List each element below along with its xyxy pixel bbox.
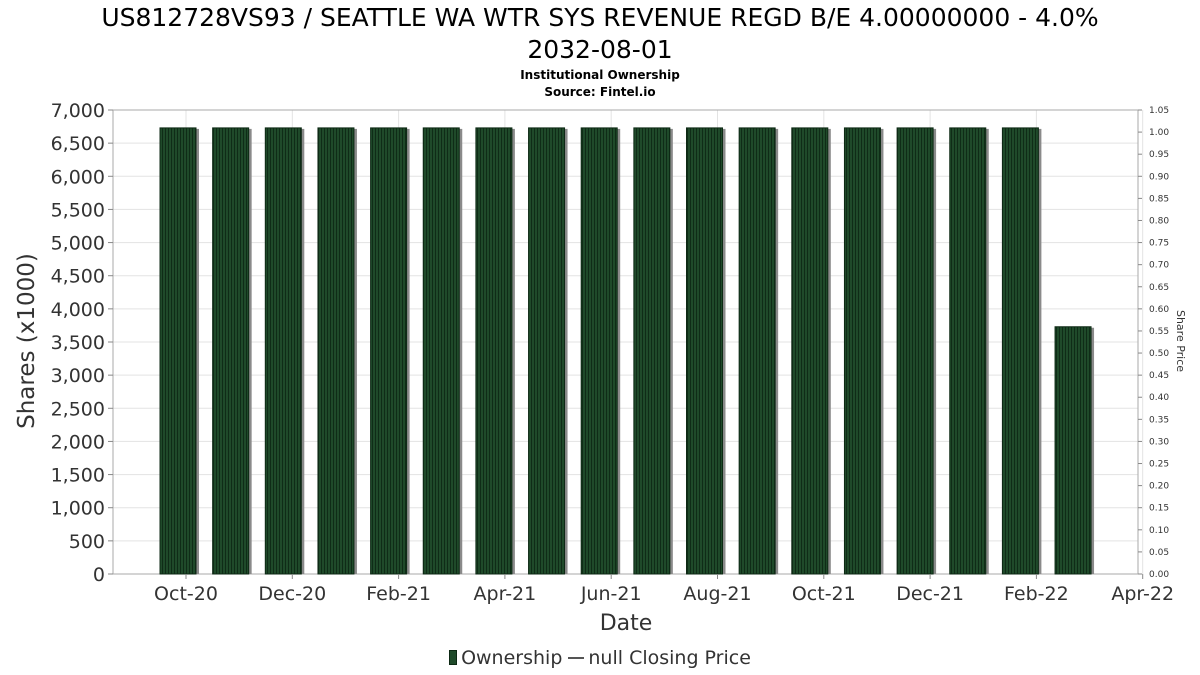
legend-price-label: null Closing Price: [588, 647, 751, 669]
y2-tick-label: 0.50: [1149, 349, 1169, 359]
y-tick-label: 4,000: [51, 299, 105, 321]
chart-source: Source: Fintel.io: [544, 85, 656, 99]
x-axis-label: Date: [600, 611, 653, 636]
ownership-bar: [686, 127, 723, 575]
y2-tick-label: 0.95: [1149, 150, 1169, 160]
y-tick-label: 500: [69, 531, 105, 553]
y-axis-label: Shares (x1000): [14, 253, 40, 429]
y2-axis-label: Share Price: [1174, 310, 1187, 372]
x-tick-label: Aug-21: [683, 583, 751, 605]
y-tick-label: 5,500: [51, 199, 105, 221]
y-tick-label: 2,500: [51, 398, 105, 420]
y-tick-label: 1,500: [51, 465, 105, 487]
y2-tick-label: 0.15: [1149, 504, 1169, 514]
y2-tick-label: 0.80: [1149, 216, 1169, 226]
y-tick-label: 0: [93, 564, 105, 586]
y2-tick-label: 0.30: [1149, 437, 1169, 447]
y-tick-label: 7,000: [51, 100, 105, 122]
y2-tick-label: 0.25: [1149, 460, 1169, 470]
y2-tick-label: 0.85: [1149, 194, 1169, 204]
y2-tick-label: 0.10: [1149, 526, 1169, 536]
ownership-legend-swatch: [449, 650, 458, 665]
x-tick-label: Oct-21: [792, 583, 856, 605]
ownership-bar: [633, 127, 671, 575]
legend: Ownership null Closing Price: [0, 647, 1200, 669]
y2-tick-label: 0.75: [1149, 239, 1169, 249]
x-tick-label: Apr-21: [474, 583, 537, 605]
ownership-bar: [896, 127, 934, 575]
ownership-bar: [422, 127, 460, 575]
y2-tick-label: 0.05: [1149, 548, 1169, 558]
ownership-bar: [317, 127, 355, 575]
y2-tick-label: 0.20: [1149, 482, 1169, 492]
ownership-bar: [1001, 127, 1039, 575]
ownership-bar: [738, 127, 776, 575]
legend-ownership-label: Ownership: [461, 647, 563, 669]
y2-tick-label: 0.65: [1149, 283, 1169, 293]
y-tick-label: 2,000: [51, 431, 105, 453]
ownership-bar: [949, 127, 987, 575]
y2-tick-label: 0.55: [1149, 327, 1169, 337]
x-tick-label: Dec-21: [896, 583, 964, 605]
y-tick-label: 1,000: [51, 498, 105, 520]
ownership-bar: [370, 127, 408, 575]
chart-title-line2: 2032-08-01: [527, 35, 673, 64]
ownership-bar: [159, 127, 197, 575]
ownership-bar: [843, 127, 881, 575]
y2-tick-label: 0.90: [1149, 172, 1169, 182]
y2-tick-label: 1.00: [1149, 128, 1169, 138]
price-legend-line: [568, 657, 585, 659]
ownership-bar: [212, 127, 250, 575]
y2-tick-label: 0.40: [1149, 393, 1169, 403]
chart-title: US812728VS93 / SEATTLE WA WTR SYS REVENU…: [101, 3, 1099, 32]
x-tick-label: Jun-21: [580, 583, 642, 605]
x-tick-label: Dec-20: [258, 583, 326, 605]
y-tick-label: 3,000: [51, 365, 105, 387]
y-tick-label: 3,500: [51, 332, 105, 354]
y2-tick-label: 0.60: [1149, 305, 1169, 315]
y2-tick-label: 0.00: [1149, 570, 1169, 580]
ownership-bar: [580, 127, 618, 575]
x-tick-label: Feb-22: [1004, 583, 1069, 605]
y-tick-label: 6,500: [51, 133, 105, 155]
y2-tick-label: 0.35: [1149, 415, 1169, 425]
y2-tick-label: 1.05: [1149, 106, 1169, 116]
ownership-bar: [264, 127, 302, 575]
y-tick-label: 5,000: [51, 233, 105, 255]
y2-tick-label: 0.45: [1149, 371, 1169, 381]
ownership-bar: [475, 127, 513, 575]
y-tick-label: 4,500: [51, 266, 105, 288]
x-tick-label: Feb-21: [366, 583, 431, 605]
y-tick-label: 6,000: [51, 166, 105, 188]
x-tick-label: Oct-20: [154, 583, 218, 605]
chart-subtitle: Institutional Ownership: [520, 68, 680, 82]
x-tick-label: Apr-22: [1111, 583, 1174, 605]
ownership-bar: [791, 127, 829, 575]
ownership-bar: [528, 127, 566, 575]
y2-tick-label: 0.70: [1149, 261, 1169, 271]
ownership-bar: [1054, 326, 1092, 575]
